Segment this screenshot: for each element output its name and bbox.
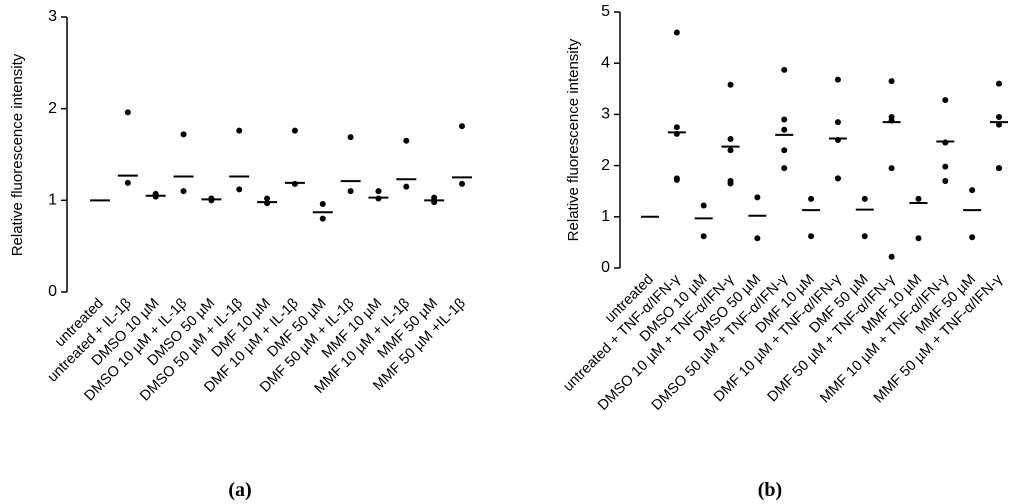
y-tick-label: 5 <box>601 3 610 20</box>
data-point <box>996 80 1002 87</box>
y-tick-label: 3 <box>48 8 57 25</box>
data-point <box>861 233 868 240</box>
data-point <box>781 66 788 73</box>
data-point <box>754 235 761 242</box>
data-point <box>673 29 680 36</box>
data-point <box>888 165 895 172</box>
data-point <box>727 147 734 154</box>
data-point <box>781 116 788 123</box>
data-point <box>264 200 271 207</box>
y-tick-label: 2 <box>601 157 610 174</box>
data-point <box>291 180 298 187</box>
data-point <box>700 233 707 240</box>
data-point <box>996 121 1002 128</box>
data-point <box>888 78 895 85</box>
y-axis-label: Relative fluorescence intensity <box>9 53 26 256</box>
y-tick-label: 4 <box>601 54 610 71</box>
data-point <box>180 188 187 195</box>
y-tick-label: 1 <box>601 208 610 225</box>
data-point <box>781 147 788 154</box>
data-point <box>459 180 465 187</box>
data-point <box>727 81 734 88</box>
data-point <box>915 235 922 242</box>
data-point <box>834 119 841 126</box>
y-tick-label: 2 <box>48 100 57 117</box>
data-point <box>942 139 949 146</box>
data-point <box>236 186 243 193</box>
data-point <box>431 199 438 206</box>
y-tick-label: 0 <box>48 283 57 300</box>
data-point <box>403 183 410 190</box>
data-point <box>347 188 354 195</box>
data-point <box>124 179 131 186</box>
data-point <box>781 165 788 172</box>
data-point <box>969 187 976 194</box>
data-point <box>888 117 895 124</box>
data-point <box>888 253 895 260</box>
data-point <box>459 123 465 130</box>
data-point <box>808 195 815 202</box>
data-point <box>124 109 131 116</box>
data-point <box>861 195 868 202</box>
data-point <box>727 135 734 142</box>
data-point <box>152 193 159 200</box>
data-point <box>942 177 949 184</box>
data-point <box>781 126 788 133</box>
data-point <box>347 134 354 141</box>
data-point <box>208 197 215 204</box>
data-point <box>375 188 382 195</box>
data-point <box>915 195 922 202</box>
data-point <box>236 127 243 134</box>
data-point <box>942 163 949 170</box>
data-point <box>319 215 326 222</box>
y-axis-label: Relative fluorescence intensity <box>565 38 582 241</box>
data-point <box>834 175 841 182</box>
data-point <box>673 130 680 137</box>
data-point <box>834 137 841 143</box>
data-point <box>808 233 815 240</box>
data-point <box>375 195 382 202</box>
data-point <box>264 195 271 202</box>
data-point <box>403 137 410 144</box>
data-point <box>291 127 298 134</box>
data-point <box>180 131 187 138</box>
data-point <box>942 97 949 104</box>
y-tick-label: 1 <box>48 192 57 209</box>
data-point <box>673 176 680 183</box>
panel-label: (b) <box>758 479 782 501</box>
y-tick-label: 0 <box>601 259 610 276</box>
data-point <box>754 194 761 201</box>
y-tick-label: 3 <box>601 106 610 123</box>
data-point <box>431 194 438 201</box>
data-point <box>319 201 326 207</box>
data-point <box>727 180 734 187</box>
data-point <box>673 124 680 131</box>
data-point <box>996 165 1002 172</box>
data-point <box>969 234 976 241</box>
data-point <box>700 202 707 209</box>
data-point <box>834 76 841 83</box>
data-point <box>996 113 1002 120</box>
panel-label: (a) <box>228 479 251 501</box>
